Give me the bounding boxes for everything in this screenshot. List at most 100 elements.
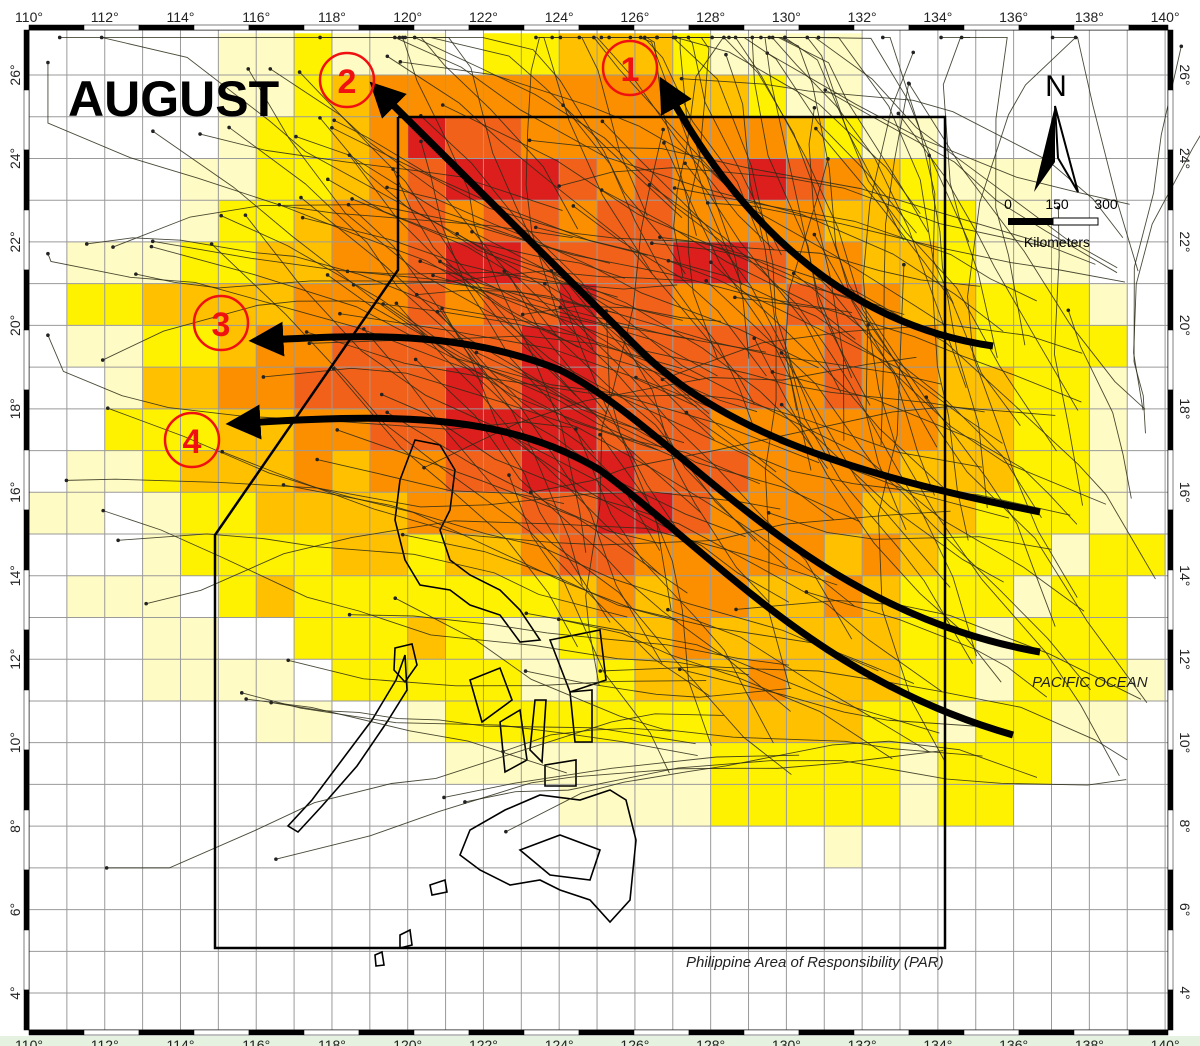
density-cell	[1013, 283, 1052, 326]
track-end-marker	[704, 278, 708, 283]
typhoon-track	[681, 78, 1124, 238]
lon-label-bottom: 114°	[167, 1037, 195, 1046]
density-cell	[634, 700, 673, 743]
density-cell	[824, 826, 863, 868]
frame-tick-bottom	[193, 1029, 250, 1036]
density-cell	[256, 75, 295, 117]
lon-label-top: 134°	[923, 9, 952, 25]
lat-label-right: 18°	[1177, 398, 1193, 419]
density-cell	[445, 659, 484, 701]
track-end-marker	[866, 323, 870, 327]
track-end-marker	[101, 508, 105, 513]
density-cell	[180, 534, 219, 576]
density-cell	[786, 784, 825, 827]
typhoon-track	[199, 133, 563, 211]
track-end-marker	[638, 35, 643, 40]
track-end-marker	[677, 667, 682, 672]
density-cell	[445, 241, 484, 284]
typhoon-track	[392, 168, 577, 397]
philippines-outline	[286, 439, 637, 967]
density-cell	[900, 742, 938, 785]
track-end-marker	[99, 35, 104, 40]
track-end-marker	[463, 800, 467, 804]
lon-label-top: 118°	[318, 9, 346, 25]
lat-label-right: 22°	[1177, 231, 1193, 252]
track-end-marker	[46, 60, 50, 65]
scale-tick-300: 300	[1094, 196, 1118, 212]
arrow-2	[369, 81, 1041, 516]
typhoon-track	[151, 246, 820, 464]
typhoon-track	[535, 226, 1107, 505]
typhoon-track	[246, 698, 567, 774]
north-arrow-icon-outline	[1054, 105, 1079, 193]
track-end-marker	[46, 333, 50, 337]
density-cell	[294, 116, 332, 159]
density-cell	[1013, 241, 1052, 284]
density-cell	[824, 408, 863, 451]
density-cell	[294, 325, 332, 368]
track-end-marker	[379, 392, 384, 397]
frame-tick-top	[413, 24, 470, 31]
density-cell	[218, 408, 257, 451]
typhoon-track	[882, 36, 969, 541]
track-end-marker	[523, 669, 528, 673]
track-end-marker	[752, 336, 757, 341]
typhoon-track	[662, 324, 1083, 380]
typhoon-track	[317, 459, 565, 504]
typhoon-track	[808, 107, 845, 441]
typhoon-track	[525, 670, 792, 698]
typhoon-track	[877, 264, 946, 763]
typhoon-track	[928, 155, 988, 509]
frame-tick-bottom	[83, 1029, 140, 1036]
lat-label-left: 14°	[7, 565, 23, 586]
density-cell	[218, 534, 257, 576]
track-end-marker	[455, 232, 459, 236]
density-cell	[142, 241, 181, 284]
track-end-marker	[347, 612, 352, 617]
density-cell	[142, 283, 181, 326]
density-cell	[294, 33, 332, 75]
density-cell	[483, 617, 522, 660]
track-end-marker	[470, 229, 474, 234]
density-cell	[1089, 659, 1128, 701]
track-end-marker	[939, 35, 943, 40]
track-end-marker	[330, 125, 334, 130]
typhoon-track	[925, 396, 1056, 627]
density-cell	[407, 659, 446, 701]
track-end-marker	[1066, 308, 1071, 313]
frame-tick-bottom	[908, 1029, 965, 1036]
density-cell	[331, 492, 370, 535]
density-cell	[256, 33, 295, 75]
track-end-marker	[507, 473, 511, 477]
track-end-marker	[277, 202, 282, 207]
density-cell	[862, 742, 901, 785]
island-bohol	[544, 759, 577, 787]
lon-label-top: 110°	[15, 9, 43, 25]
par-label: Philippine Area of Responsibility (PAR)	[686, 954, 944, 971]
density-cell	[521, 700, 560, 743]
track-end-marker	[574, 427, 578, 431]
density-cell	[218, 158, 257, 201]
density-cell	[218, 450, 257, 493]
track-end-marker	[57, 35, 62, 40]
typhoon-track	[1133, 135, 1200, 411]
lon-label-top: 114°	[167, 9, 195, 25]
typhoon-track	[867, 324, 1120, 777]
density-cell	[407, 575, 446, 618]
density-cell	[710, 367, 749, 409]
track-end-marker	[734, 607, 738, 612]
track-end-marker	[100, 358, 105, 362]
density-cell	[672, 200, 711, 242]
track-end-marker	[812, 232, 817, 237]
lat-label-right: 4°	[1177, 986, 1193, 999]
track-end-marker	[533, 225, 538, 230]
density-cell	[104, 408, 143, 451]
frame-tick-right	[1167, 509, 1174, 571]
density-cell	[294, 158, 332, 201]
scale-segment-white	[1052, 217, 1099, 226]
lon-label-bottom: 110°	[15, 1037, 43, 1046]
track-end-marker	[1179, 44, 1184, 49]
typhoon-track	[675, 37, 921, 214]
density-cell	[331, 158, 370, 201]
track-end-marker	[64, 478, 69, 483]
